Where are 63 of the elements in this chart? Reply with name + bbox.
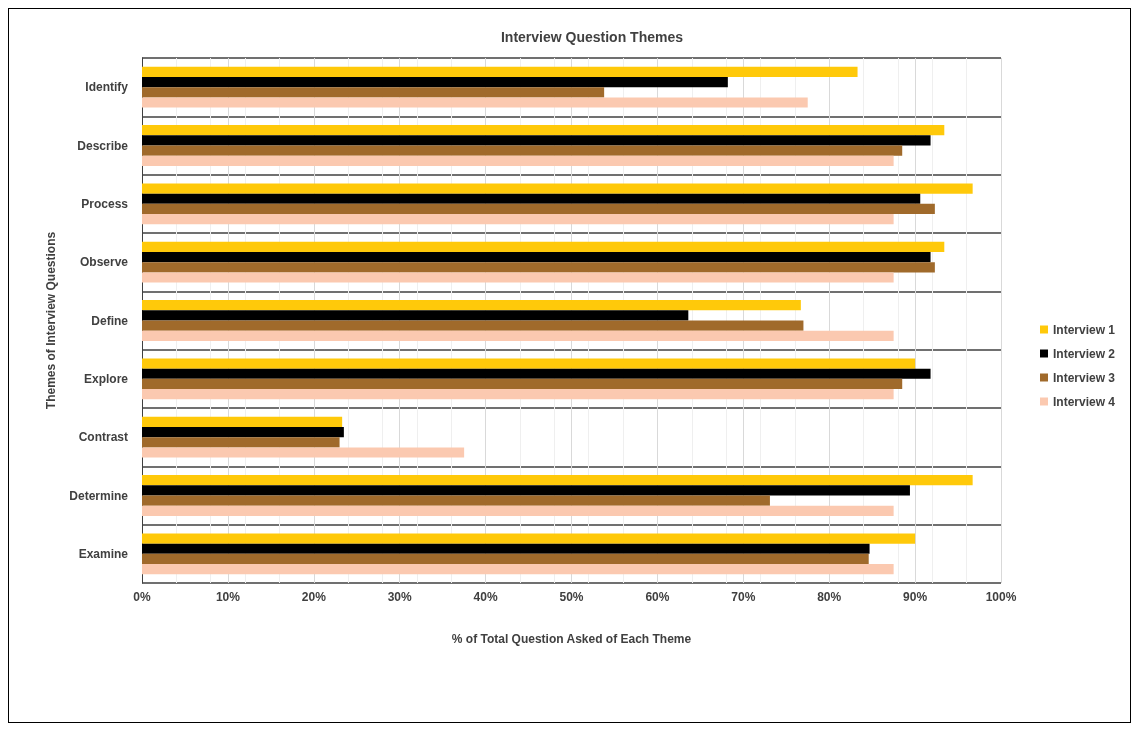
- x-tick-label: 60%: [645, 590, 670, 604]
- bar: [142, 76, 728, 88]
- legend-label: Interview 1: [1052, 322, 1116, 337]
- x-tick-label: 100%: [985, 590, 1017, 604]
- x-tick-label: 50%: [559, 590, 584, 604]
- x-tick-label: 10%: [215, 590, 241, 604]
- bar: [142, 125, 945, 136]
- y-tick-label: Observe: [79, 255, 129, 270]
- bar: [142, 533, 916, 544]
- legend-label: Interview 2: [1052, 346, 1116, 361]
- bar: [142, 389, 894, 400]
- bar: [142, 330, 894, 341]
- legend-label: Interview 4: [1052, 394, 1116, 409]
- bar: [142, 564, 894, 575]
- bar: [142, 97, 808, 108]
- bar: [142, 320, 804, 331]
- x-tick-label: 40%: [473, 590, 498, 604]
- chart-title: Interview Question Themes: [500, 29, 684, 45]
- bar: [142, 145, 903, 156]
- bar: [142, 193, 921, 204]
- bar: [142, 505, 894, 516]
- bar: [142, 368, 931, 379]
- bar: [142, 155, 894, 166]
- y-tick-label: Identify: [85, 80, 129, 95]
- x-tick-label: 90%: [903, 590, 928, 604]
- bar: [142, 378, 903, 390]
- y-tick-label: Contrast: [78, 430, 128, 445]
- bar: [142, 495, 770, 506]
- bar: [142, 262, 935, 273]
- y-tick-label: Define: [91, 313, 129, 328]
- x-tick-label: 30%: [387, 590, 413, 604]
- bar: [142, 251, 931, 263]
- bar: [142, 272, 894, 283]
- legend-label: Interview 3: [1052, 370, 1116, 385]
- y-tick-label: Describe: [77, 138, 129, 153]
- bar: [142, 300, 801, 311]
- bar: [142, 447, 465, 458]
- bar: [142, 553, 869, 565]
- bar: [142, 416, 343, 427]
- y-tick-label: Examine: [78, 546, 129, 561]
- x-axis-title: % of Total Question Asked of Each Theme: [451, 632, 692, 646]
- y-tick-label: Explore: [83, 371, 129, 386]
- bar: [142, 475, 973, 486]
- bar: [142, 66, 858, 77]
- y-axis-title: Themes of Interview Questions: [44, 231, 58, 410]
- bar: [142, 183, 973, 194]
- bar: [142, 437, 340, 448]
- bar: [142, 87, 605, 98]
- bar: [142, 485, 910, 496]
- bar: [142, 214, 894, 225]
- bar: [142, 426, 344, 438]
- y-tick-label: Determine: [69, 488, 129, 503]
- y-tick-label: Process: [81, 196, 129, 211]
- x-tick-label: 70%: [731, 590, 756, 604]
- bar: [142, 358, 916, 369]
- bar: [142, 241, 945, 252]
- bar: [142, 310, 689, 321]
- bar: [142, 135, 931, 146]
- x-tick-label: 20%: [301, 590, 327, 604]
- x-tick-label: 80%: [817, 590, 842, 604]
- bar: [142, 203, 935, 215]
- bar: [142, 543, 870, 554]
- x-tick-label: 0%: [133, 590, 151, 604]
